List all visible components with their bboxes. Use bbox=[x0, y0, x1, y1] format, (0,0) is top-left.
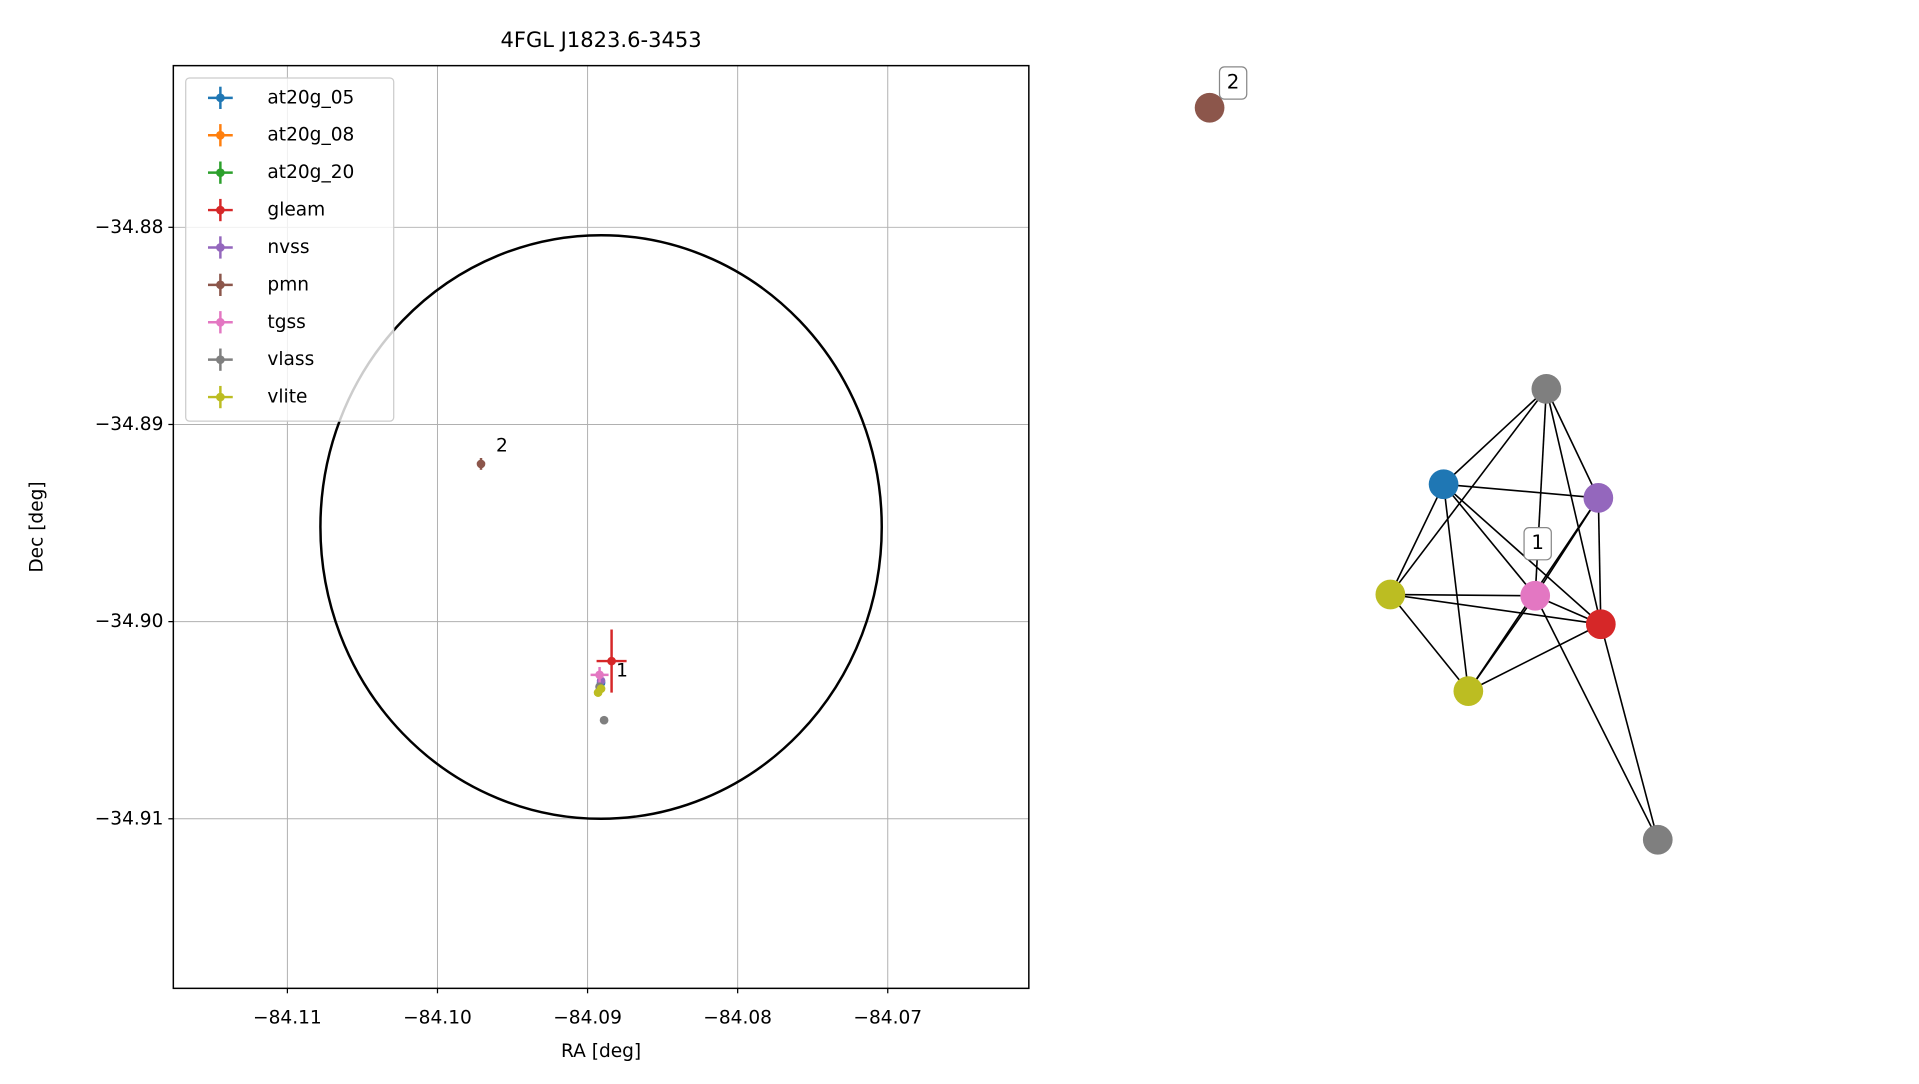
legend-marker bbox=[216, 130, 225, 140]
legend-label: vlass bbox=[267, 349, 314, 370]
graph-edge bbox=[1442, 483, 1536, 597]
y-tick-label: −34.89 bbox=[95, 414, 164, 435]
graph-edge bbox=[1600, 624, 1659, 840]
graph-node bbox=[1194, 92, 1225, 123]
x-axis-label: RA [deg] bbox=[561, 1041, 641, 1062]
graph-edge bbox=[1443, 483, 1602, 625]
graph-node bbox=[1531, 374, 1562, 404]
annotation: 2 bbox=[496, 436, 508, 457]
graph-node bbox=[1375, 579, 1406, 610]
legend-label: nvss bbox=[267, 237, 309, 258]
legend-marker bbox=[216, 205, 225, 215]
legend-box bbox=[185, 77, 395, 422]
y-tick-label: −34.88 bbox=[95, 217, 164, 238]
legend-marker bbox=[216, 168, 225, 177]
graph-node bbox=[1520, 580, 1551, 611]
graph-edge bbox=[1443, 483, 1599, 499]
graph-edge bbox=[1389, 483, 1445, 595]
graph-edge bbox=[1467, 595, 1536, 692]
graph-node bbox=[1642, 824, 1673, 855]
x-tick-label: −84.07 bbox=[853, 1008, 922, 1029]
legend-marker bbox=[216, 280, 225, 290]
graph-edge bbox=[1467, 623, 1602, 692]
graph-node bbox=[1453, 676, 1484, 706]
legend-label: at20g_20 bbox=[267, 162, 354, 183]
plot-frame bbox=[172, 64, 1030, 990]
graph-edge bbox=[1545, 388, 1602, 625]
graph-edge bbox=[1597, 497, 1602, 625]
graph-node bbox=[1583, 483, 1614, 513]
data-point bbox=[596, 684, 606, 694]
legend-label: vlite bbox=[267, 387, 307, 408]
graph-edge bbox=[1534, 388, 1548, 596]
chart-title: 4FGL J1823.6-3453 bbox=[500, 27, 701, 52]
legend-label: tgss bbox=[267, 312, 305, 333]
y-axis-label: Dec [deg] bbox=[27, 481, 48, 572]
y-tick-label: −34.90 bbox=[95, 611, 164, 632]
data-point bbox=[607, 656, 616, 666]
x-tick-label: −84.11 bbox=[253, 1008, 322, 1029]
graph-edge bbox=[1534, 595, 1659, 841]
graph-edge bbox=[1389, 593, 1469, 692]
graph-edge bbox=[1390, 593, 1601, 626]
legend-marker bbox=[216, 93, 225, 103]
legend-label: at20g_08 bbox=[267, 125, 354, 146]
legend-label: at20g_05 bbox=[267, 87, 354, 108]
node-label: 2 bbox=[1227, 70, 1240, 93]
graph-edge bbox=[1390, 593, 1536, 597]
x-tick-label: −84.08 bbox=[703, 1008, 772, 1029]
legend-marker bbox=[216, 317, 225, 327]
data-point bbox=[476, 459, 486, 469]
legend-marker bbox=[216, 392, 225, 402]
graph-edge bbox=[1442, 484, 1470, 692]
data-point bbox=[599, 715, 609, 725]
annotation: 1 bbox=[616, 660, 628, 681]
y-tick-label: −34.91 bbox=[95, 808, 164, 829]
graph-edge bbox=[1389, 388, 1547, 595]
graph-node bbox=[1585, 609, 1616, 640]
x-tick-label: −84.10 bbox=[403, 1008, 472, 1029]
node-label-box bbox=[1523, 526, 1552, 561]
legend-label: pmn bbox=[267, 274, 309, 295]
x-tick-label: −84.09 bbox=[553, 1008, 622, 1029]
node-label-box bbox=[1218, 66, 1248, 100]
localization-circle bbox=[319, 233, 883, 821]
legend-label: gleam bbox=[267, 200, 325, 221]
legend-marker bbox=[216, 355, 225, 365]
data-point bbox=[595, 670, 604, 680]
node-label: 1 bbox=[1531, 531, 1544, 554]
graph-edge bbox=[1443, 388, 1547, 485]
graph-edge bbox=[1545, 388, 1600, 499]
graph-node bbox=[1428, 469, 1459, 500]
legend-marker bbox=[216, 243, 225, 252]
